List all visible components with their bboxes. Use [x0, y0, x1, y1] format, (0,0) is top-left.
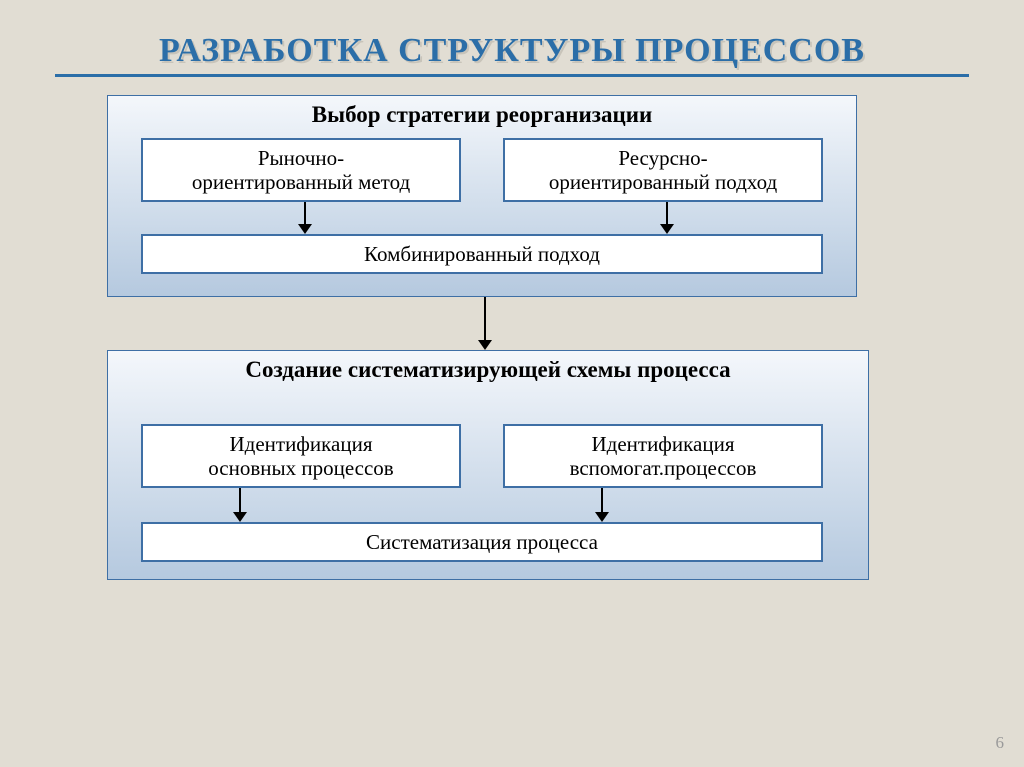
panel-schema-title: Создание систематизирующей схемы процесс…: [108, 351, 868, 385]
slide: РАЗРАБОТКА СТРУКТУРЫ ПРОЦЕССОВ Выбор стр…: [0, 0, 1024, 767]
arrow-aux-to-system: [595, 488, 609, 522]
box-systematization-label: Систематизация процесса: [366, 530, 598, 554]
box-resource-approach: Ресурсно-ориентированный подход: [503, 138, 823, 202]
arrow-market-to-combined: [298, 202, 312, 234]
arrow-combined-to-schema: [478, 297, 492, 350]
slide-title-text: РАЗРАБОТКА СТРУКТУРЫ ПРОЦЕССОВ: [159, 32, 865, 69]
arrow-main-to-system: [233, 488, 247, 522]
arrow-resource-to-combined: [660, 202, 674, 234]
panel-strategy-title: Выбор стратегии реорганизации: [108, 96, 856, 130]
box-resource-approach-label: Ресурсно-ориентированный подход: [549, 146, 777, 194]
box-market-method-label: Рыночно-ориентированный метод: [192, 146, 410, 194]
box-identify-main-label: Идентификацияосновных процессов: [208, 432, 393, 480]
box-combined-approach: Комбинированный подход: [141, 234, 823, 274]
title-underline: [55, 74, 969, 77]
page-number: 6: [996, 733, 1005, 753]
box-identify-aux: Идентификациявспомогат.процессов: [503, 424, 823, 488]
box-systematization: Систематизация процесса: [141, 522, 823, 562]
box-combined-approach-label: Комбинированный подход: [364, 242, 600, 266]
box-identify-aux-label: Идентификациявспомогат.процессов: [570, 432, 757, 480]
box-identify-main: Идентификацияосновных процессов: [141, 424, 461, 488]
slide-title: РАЗРАБОТКА СТРУКТУРЫ ПРОЦЕССОВ: [0, 0, 1024, 70]
box-market-method: Рыночно-ориентированный метод: [141, 138, 461, 202]
